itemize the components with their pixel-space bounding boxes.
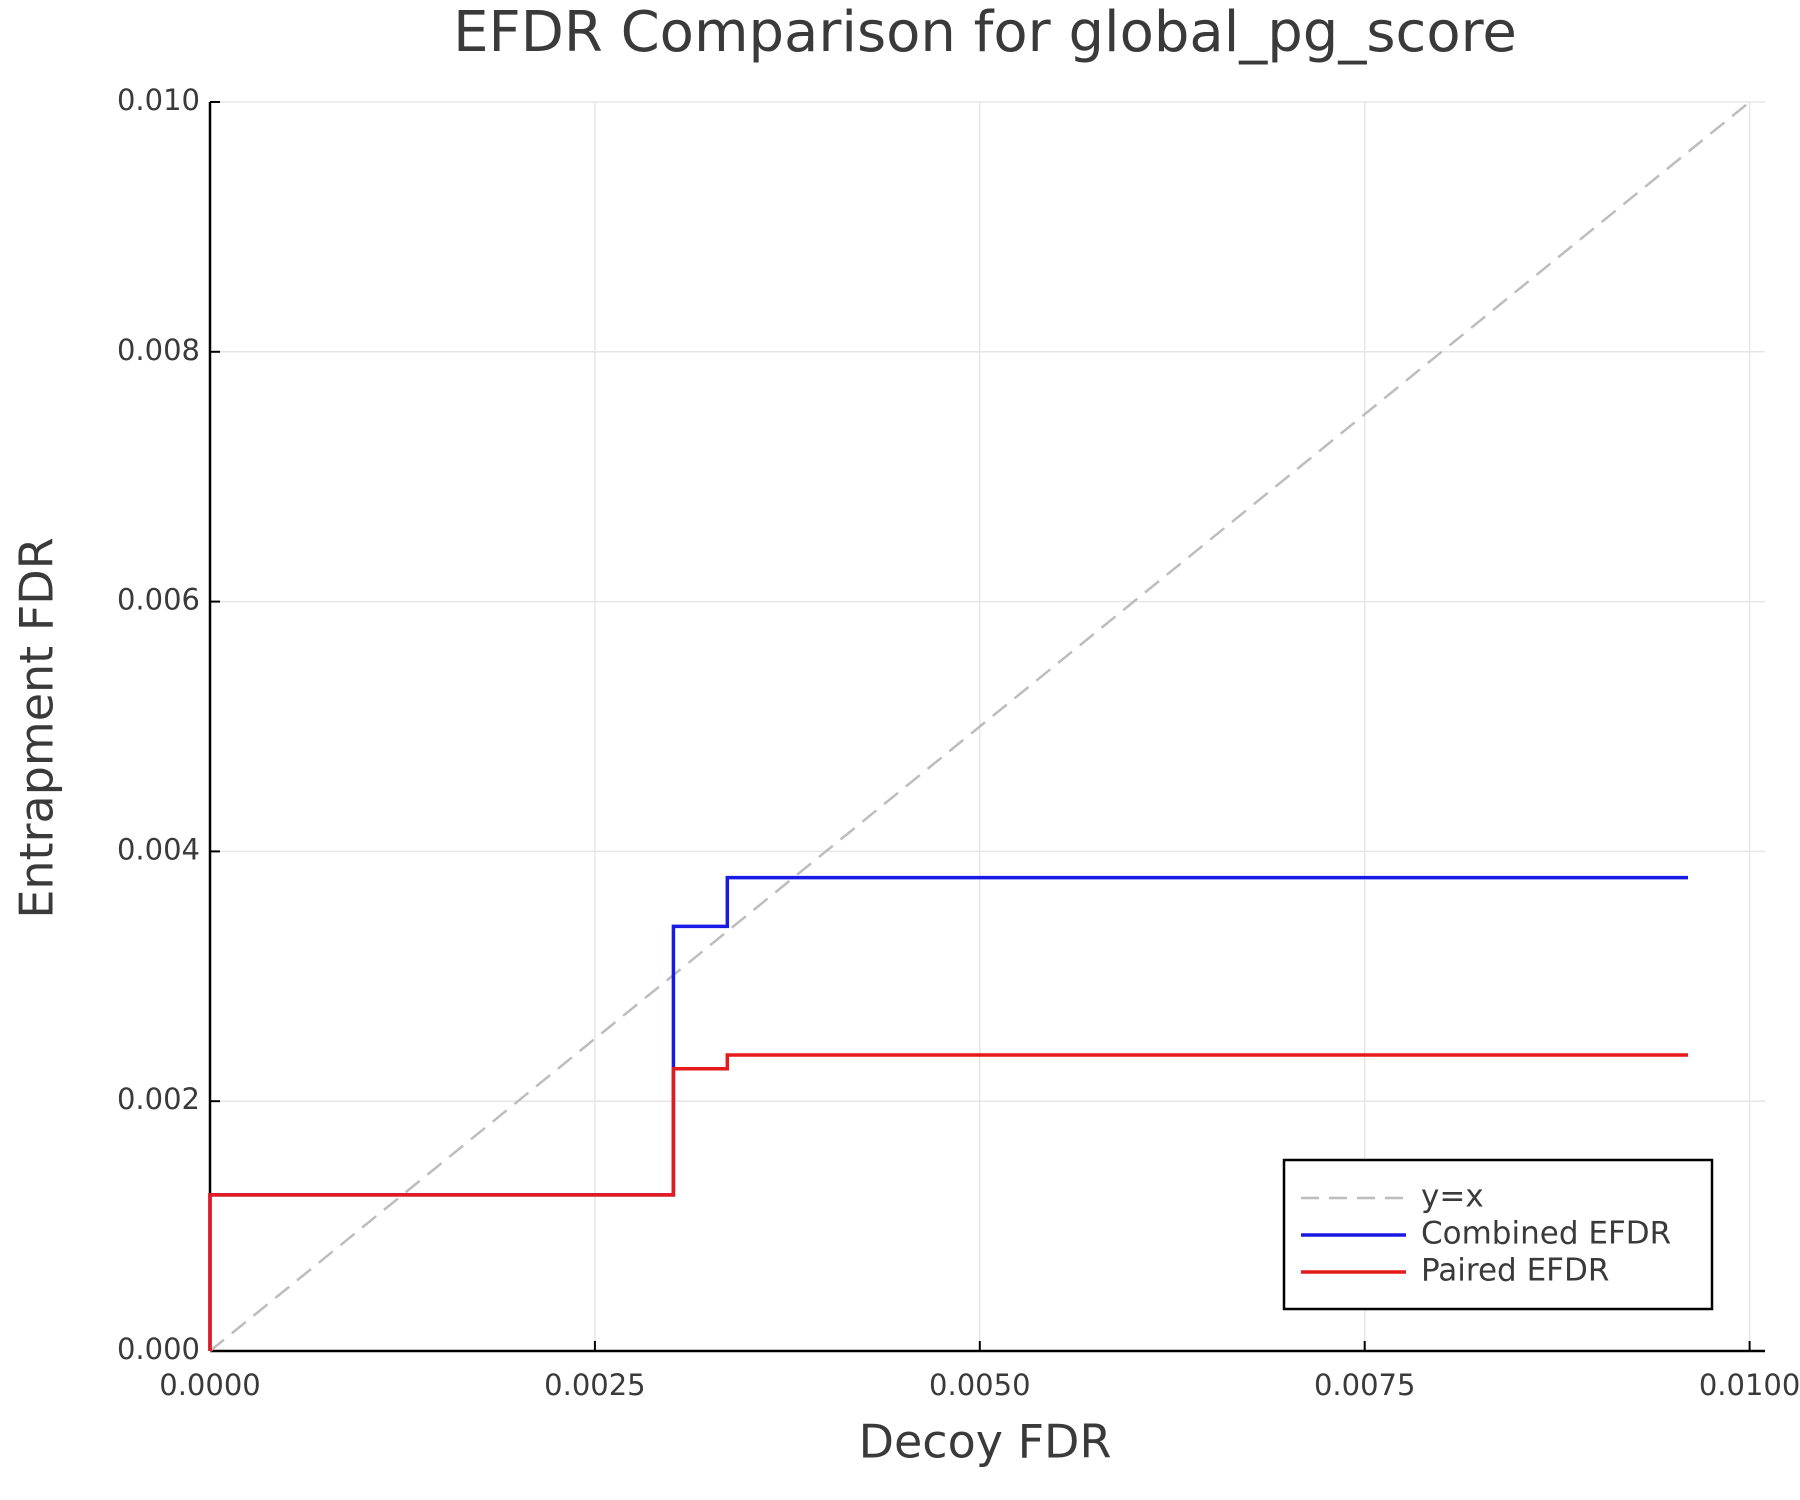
x-axis-label: Decoy FDR	[859, 1415, 1112, 1469]
data-line	[208, 1053, 1689, 1351]
y-tick-label: 0.008	[117, 333, 200, 367]
y-tick-label: 0.006	[117, 583, 200, 617]
x-tick-label: 0.0025	[544, 1368, 645, 1402]
legend-label: y=x	[1421, 1179, 1484, 1215]
x-tick-label: 0.0075	[1314, 1368, 1415, 1402]
legend-label: Paired EFDR	[1421, 1253, 1609, 1289]
chart-title: EFDR Comparison for global_pg_score	[453, 0, 1517, 65]
y-tick-label: 0.000	[117, 1332, 200, 1366]
x-tick-label: 0.0000	[159, 1368, 260, 1402]
y-tick-label: 0.002	[117, 1082, 200, 1116]
y-tick-label: 0.004	[117, 832, 200, 866]
y-axis-label: Entrapment FDR	[10, 537, 64, 918]
legend-label: Combined EFDR	[1421, 1216, 1671, 1252]
y-tick-label: 0.010	[117, 83, 200, 117]
x-tick-label: 0.0100	[1699, 1368, 1800, 1402]
data-line	[209, 101, 1751, 1352]
x-tick-label: 0.0050	[929, 1368, 1030, 1402]
